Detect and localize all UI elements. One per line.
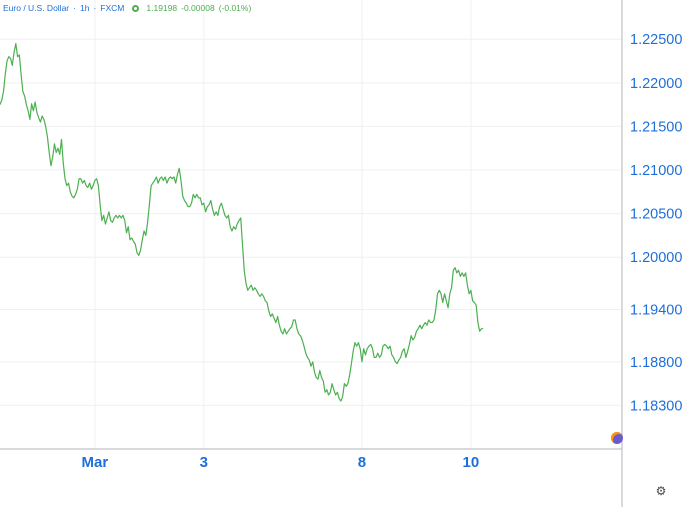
y-tick-label: 1.21500 (630, 119, 682, 135)
y-axis-tick-labels: 1.22500 1.22000 1.21500 1.21000 1.20500 1.200… (630, 32, 682, 414)
y-tick-label: 1.21000 (630, 163, 682, 179)
market-status-icon (132, 4, 140, 12)
axes (0, 0, 623, 507)
x-tick-label: Mar (82, 454, 109, 471)
y-tick-label: 1.22000 (630, 76, 682, 92)
tradingview-logo-icon[interactable] (611, 432, 623, 444)
last-price: 1.19198 (146, 3, 178, 13)
x-tick-label: 8 (358, 454, 366, 471)
y-tick-label: 1.20000 (630, 250, 682, 266)
x-tick-label: 10 (463, 454, 480, 471)
source-label: FXCM (100, 3, 125, 13)
series-layer (0, 42, 484, 402)
y-tick-label: 1.18300 (630, 398, 682, 414)
legend-separator: · (93, 3, 97, 13)
gear-icon[interactable]: ⚙ (655, 484, 667, 498)
y-tick-label: 1.18800 (630, 355, 682, 371)
x-tick-label: 3 (200, 454, 208, 471)
price-series-line (0, 42, 484, 402)
price-change-percent: (-0.01%) (218, 3, 252, 13)
y-tick-label: 1.20500 (630, 207, 682, 223)
y-tick-label: 1.19400 (630, 303, 682, 319)
instrument-name: Euro / U.S. Dollar (3, 3, 70, 13)
interval-label: 1h (79, 3, 90, 13)
legend-separator: · (73, 3, 76, 13)
x-axis-tick-labels: Mar 3 8 10 (82, 454, 480, 471)
chart-legend: Euro / U.S. Dollar · 1h · FXCM 1.19198 -… (3, 3, 251, 13)
y-tick-label: 1.22500 (630, 32, 682, 48)
price-change: -0.00008 (181, 3, 215, 13)
grid-lines (0, 0, 622, 449)
